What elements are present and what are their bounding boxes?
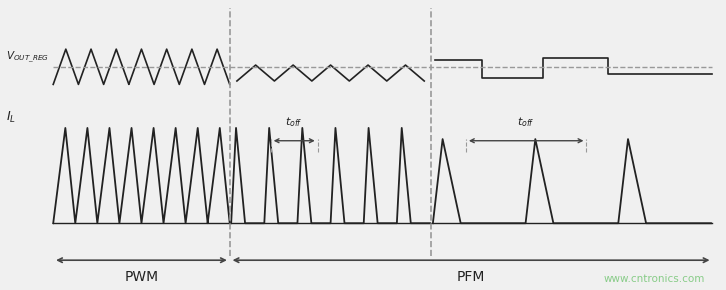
Text: $t_{off}$: $t_{off}$: [518, 115, 535, 129]
Text: PFM: PFM: [457, 270, 485, 284]
Text: $t_{off}$: $t_{off}$: [285, 115, 303, 129]
Text: PWM: PWM: [124, 270, 158, 284]
Text: www.cntronics.com: www.cntronics.com: [604, 274, 705, 284]
Text: $V_{OUT\_REG}$: $V_{OUT\_REG}$: [7, 50, 49, 65]
Text: $I_L$: $I_L$: [7, 110, 17, 125]
